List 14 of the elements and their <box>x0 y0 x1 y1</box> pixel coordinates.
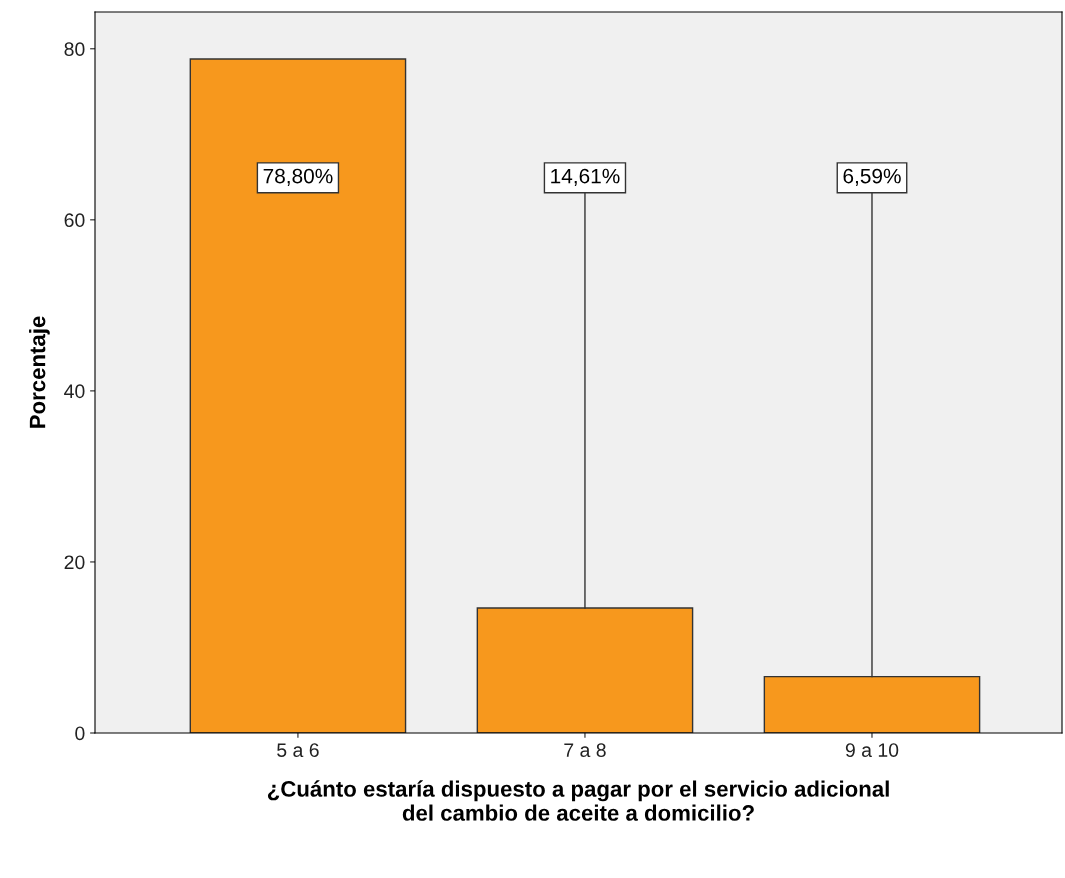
data-label: 6,59% <box>843 168 901 186</box>
y-tick-label: 80 <box>64 42 85 57</box>
x-tick-label: 9 a 10 <box>845 743 899 757</box>
x-tick-label: 7 a 8 <box>564 743 606 757</box>
data-label: 14,61% <box>551 168 620 186</box>
data-label: 78,80% <box>263 168 333 186</box>
y-tick-label: 0 <box>75 726 85 741</box>
y-axis-title: Porcentaje <box>29 316 50 428</box>
bar <box>189 58 407 733</box>
y-tick-label: 40 <box>64 384 85 399</box>
x-axis-title: ¿Cuánto estaría dispuesto a pagar por el servicio adicional del cambio de aceite a domicilio? <box>267 780 889 821</box>
y-tick-label: 20 <box>64 555 85 570</box>
x-tick-label: 5 a 6 <box>277 743 319 757</box>
y-tick-label: 60 <box>64 213 85 228</box>
